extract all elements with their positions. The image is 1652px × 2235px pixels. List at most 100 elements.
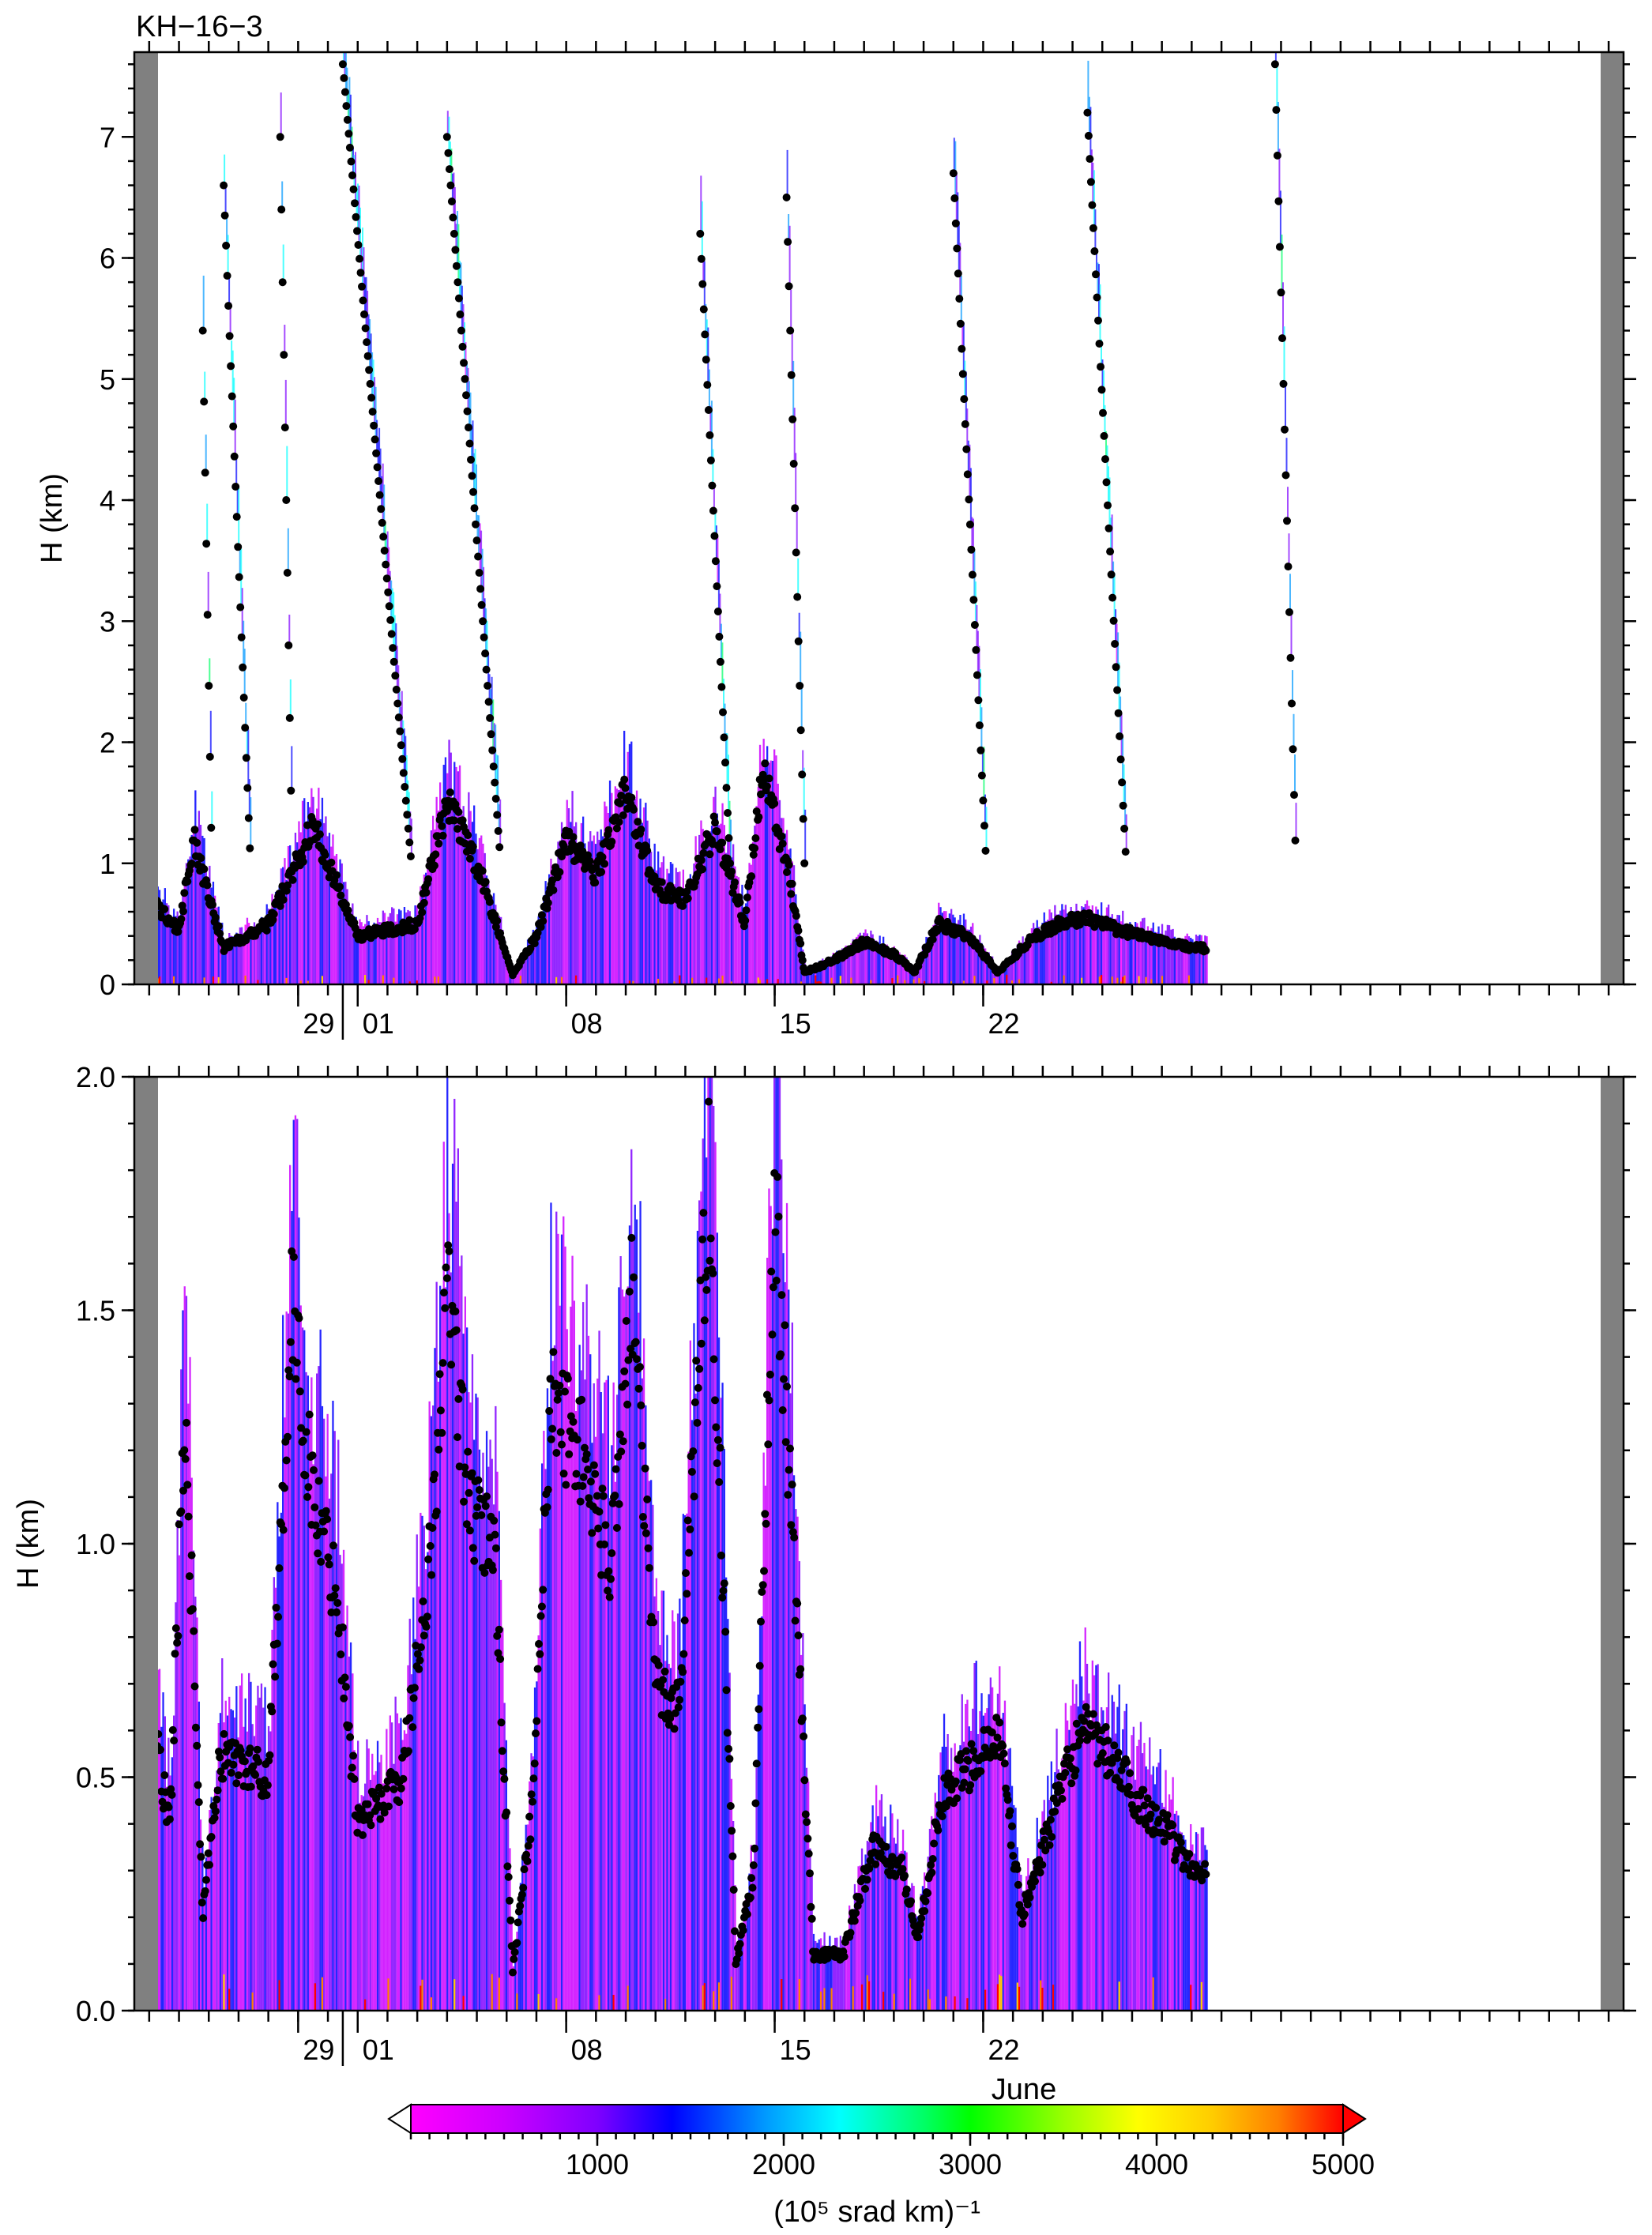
top-heat-column xyxy=(1088,905,1090,984)
top-cloud-column xyxy=(800,683,803,731)
top-cloud-marker xyxy=(1275,243,1284,251)
top-heat-column xyxy=(383,912,386,984)
bottom-bl-marker xyxy=(405,1714,414,1722)
top-cloud-marker xyxy=(965,495,973,504)
bottom-bl-marker xyxy=(634,1384,643,1393)
bottom-bl-marker xyxy=(724,1744,733,1753)
top-heat-column xyxy=(641,822,643,984)
bottom-heat-column xyxy=(192,1550,195,2011)
top-heat-column xyxy=(852,939,854,984)
bottom-bl-marker xyxy=(1006,1807,1014,1815)
bottom-y-axis: 0.00.51.01.52.0 xyxy=(76,1061,1636,2027)
top-heat-column xyxy=(1109,916,1112,984)
bottom-xtick-label: 01 xyxy=(363,2034,394,2066)
bottom-bl-marker xyxy=(1093,1759,1102,1768)
top-cloud-marker xyxy=(356,269,365,277)
bottom-heat-column xyxy=(353,1750,356,2011)
top-cloud-marker xyxy=(979,796,988,805)
top-heat-column xyxy=(1150,927,1153,984)
top-bl-marker xyxy=(777,832,786,841)
top-cloud-marker xyxy=(954,269,962,278)
top-cloud-marker xyxy=(793,593,802,601)
top-heat-column xyxy=(435,796,438,984)
top-cloud-marker xyxy=(1093,293,1101,302)
top-heat-column xyxy=(228,933,231,984)
bottom-heat-strong xyxy=(321,1977,324,2011)
bottom-bl-marker xyxy=(600,1540,609,1548)
top-heat-column xyxy=(741,884,743,984)
bottom-bl-marker xyxy=(780,1375,788,1383)
top-heat-column xyxy=(675,867,677,984)
top-cloud-marker xyxy=(225,332,234,341)
bottom-bl-marker xyxy=(202,1876,210,1884)
top-cloud-marker xyxy=(951,219,960,228)
bottom-heat-column xyxy=(873,1834,875,2011)
bottom-heat-column xyxy=(1195,1832,1198,2011)
bottom-heat-column xyxy=(328,1498,331,2011)
bottom-heat-column xyxy=(920,1894,922,2011)
bottom-bl-marker xyxy=(641,1464,649,1473)
top-cloud-marker xyxy=(1083,108,1092,117)
bottom-bl-marker xyxy=(246,1744,254,1753)
bottom-bl-marker xyxy=(619,1437,627,1446)
top-cloud-marker xyxy=(341,88,349,96)
top-cloud-marker xyxy=(399,769,408,777)
bottom-heat-column xyxy=(798,1561,800,2011)
top-heat-column xyxy=(605,806,608,984)
top-bl-marker xyxy=(749,850,758,859)
top-heat-column xyxy=(789,848,792,984)
top-cloud-marker xyxy=(280,423,289,432)
top-bl-marker xyxy=(269,910,278,918)
bottom-bl-marker xyxy=(524,1842,532,1850)
bottom-heat-column xyxy=(628,1225,631,2011)
bottom-bl-marker xyxy=(263,1781,272,1789)
top-cloud-column xyxy=(1110,517,1112,552)
top-heat-column xyxy=(686,892,688,984)
top-cloud-marker xyxy=(283,569,292,577)
top-heat-column xyxy=(180,909,183,984)
top-heat-column xyxy=(1200,935,1202,984)
top-cloud-marker xyxy=(461,374,469,383)
top-cloud-marker xyxy=(1089,224,1097,232)
top-heat-column xyxy=(408,911,411,984)
top-heat-column xyxy=(816,965,818,984)
bottom-bl-marker xyxy=(999,1741,1007,1750)
bottom-bl-marker xyxy=(689,1447,698,1455)
top-heat-column xyxy=(893,946,895,984)
bottom-heat-column xyxy=(250,1681,252,2011)
top-heat-column xyxy=(480,835,483,984)
bottom-heat-column xyxy=(1111,1695,1113,2011)
top-heat-column xyxy=(378,922,381,984)
top-heat-strong xyxy=(257,980,259,984)
top-cloud-column xyxy=(243,620,245,668)
top-cloud-column xyxy=(981,751,984,776)
bottom-bl-marker xyxy=(481,1502,490,1511)
top-heat-column xyxy=(210,887,213,984)
bottom-heat-column xyxy=(282,1315,284,2011)
bottom-bl-marker xyxy=(181,1454,190,1463)
bottom-bl-marker xyxy=(1031,1877,1039,1886)
top-heat-column xyxy=(292,852,295,984)
top-heat-column xyxy=(466,833,469,984)
bottom-heat-column xyxy=(557,1233,559,2011)
bottom-bl-marker xyxy=(1014,1880,1022,1889)
bottom-bl-marker xyxy=(545,1407,554,1415)
bottom-bl-marker xyxy=(395,1798,404,1807)
colorbar-extend-low xyxy=(387,2103,412,2135)
top-cloud-marker xyxy=(1104,524,1113,532)
top-bl-marker xyxy=(741,916,750,925)
bottom-bl-marker xyxy=(729,1886,738,1894)
bottom-y-axis-label: H (km) xyxy=(12,1499,45,1589)
bottom-heat-column xyxy=(725,1577,728,2011)
bottom-bl-marker xyxy=(344,1721,353,1730)
top-cloud-marker xyxy=(960,395,969,404)
top-heat-column xyxy=(563,835,565,984)
top-cloud-marker xyxy=(460,359,468,367)
bottom-heat-column xyxy=(921,1886,924,2011)
top-cloud-column xyxy=(386,531,389,579)
top-heat-column xyxy=(500,916,502,984)
top-heat-column xyxy=(410,919,413,984)
top-cloud-column xyxy=(953,137,955,174)
top-heat-column xyxy=(582,816,585,984)
top-heat-strong xyxy=(679,975,681,984)
